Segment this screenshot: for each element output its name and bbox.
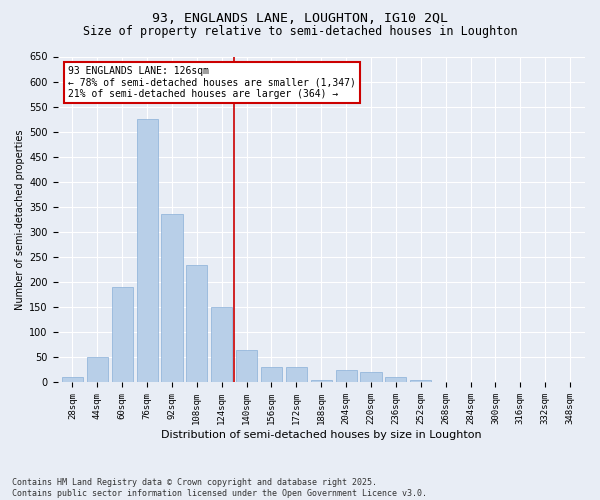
Bar bbox=[62, 378, 83, 382]
Text: Contains HM Land Registry data © Crown copyright and database right 2025.
Contai: Contains HM Land Registry data © Crown c… bbox=[12, 478, 427, 498]
Bar bbox=[410, 380, 431, 382]
Bar bbox=[112, 287, 133, 382]
Bar bbox=[261, 368, 282, 382]
Bar bbox=[211, 307, 232, 382]
Bar bbox=[286, 368, 307, 382]
Bar bbox=[87, 358, 108, 382]
Text: 93, ENGLANDS LANE, LOUGHTON, IG10 2QL: 93, ENGLANDS LANE, LOUGHTON, IG10 2QL bbox=[152, 12, 448, 26]
Bar bbox=[161, 214, 182, 382]
Y-axis label: Number of semi-detached properties: Number of semi-detached properties bbox=[15, 129, 25, 310]
X-axis label: Distribution of semi-detached houses by size in Loughton: Distribution of semi-detached houses by … bbox=[161, 430, 482, 440]
Bar bbox=[186, 264, 208, 382]
Bar bbox=[335, 370, 357, 382]
Text: Size of property relative to semi-detached houses in Loughton: Size of property relative to semi-detach… bbox=[83, 25, 517, 38]
Bar bbox=[361, 372, 382, 382]
Bar bbox=[137, 119, 158, 382]
Bar bbox=[311, 380, 332, 382]
Text: 93 ENGLANDS LANE: 126sqm
← 78% of semi-detached houses are smaller (1,347)
21% o: 93 ENGLANDS LANE: 126sqm ← 78% of semi-d… bbox=[68, 66, 356, 100]
Bar bbox=[236, 350, 257, 382]
Bar bbox=[385, 378, 406, 382]
